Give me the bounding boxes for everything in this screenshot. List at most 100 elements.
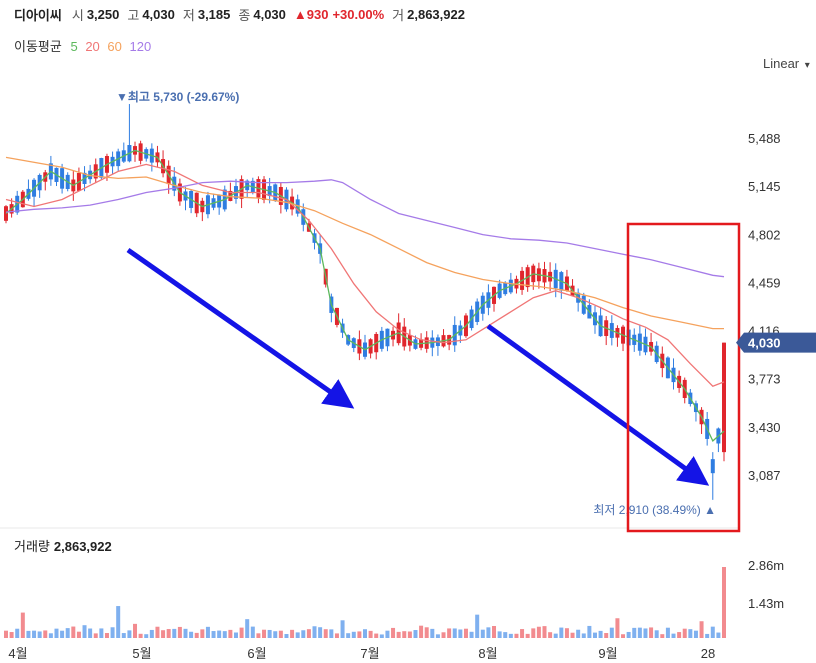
volume-bar (133, 623, 138, 638)
volume-bar (430, 628, 435, 638)
ma-60-label[interactable]: 60 (107, 39, 122, 54)
volume-bar (441, 632, 446, 638)
volume-bar (716, 632, 721, 638)
volume-bar (144, 634, 149, 638)
open-label: 시 (71, 7, 84, 23)
x-tick-label: 5월 (132, 646, 151, 661)
volume-bar (60, 630, 65, 638)
volume-bar (581, 633, 586, 638)
volume-bar (267, 629, 272, 638)
y-tick-label: 4,459 (748, 275, 781, 290)
close-value: 4,030 (253, 6, 286, 22)
x-tick-label: 9월 (598, 646, 617, 661)
highlight-box (626, 222, 741, 533)
volume-bar (564, 628, 569, 638)
volume-bar (391, 627, 396, 638)
volume-bar (99, 628, 104, 638)
volume-bar (290, 629, 295, 638)
volume-tick-label: 1.43m (748, 596, 784, 611)
volume-bar (93, 633, 98, 638)
ma-legend-title: 이동평균 (14, 39, 62, 54)
volume-bar (536, 626, 541, 638)
volume-bar (323, 629, 328, 638)
volume-bar (626, 631, 631, 638)
y-tick-label: 5,145 (748, 179, 781, 194)
volume-bar (217, 630, 222, 638)
volume-bar (463, 628, 468, 638)
x-tick-label: 7월 (360, 646, 379, 661)
scale-label: Linear (763, 56, 800, 71)
volume-bar (334, 633, 339, 638)
ma-line-20 (5, 163, 725, 387)
volume-bar (306, 629, 311, 638)
volume-bar (637, 627, 642, 638)
volume-bar (346, 633, 351, 638)
volume-bar (514, 633, 519, 638)
volume-bar (172, 628, 177, 638)
volume-bar (20, 612, 25, 638)
volume-bars (4, 567, 726, 638)
volume-bar (396, 631, 401, 638)
volume-bar (604, 633, 609, 638)
open-value: 3,250 (86, 6, 120, 22)
x-axis-labels: 4월 5월 6월 7월 8월 9월 28 (8, 646, 715, 661)
volume-bar (576, 629, 581, 638)
volume-bar (615, 618, 620, 638)
volume-bar (475, 614, 480, 638)
high-value: 4,030 (142, 6, 175, 22)
volume-bar (54, 628, 59, 638)
volume-tick-label: 2.86m (748, 558, 784, 573)
candle-body (710, 459, 715, 474)
volume-bar (559, 627, 564, 638)
moving-averages (5, 149, 725, 442)
ma-5-label[interactable]: 5 (70, 39, 78, 54)
volume-bar (183, 628, 188, 638)
current-price-tag: 4,030 (736, 332, 816, 353)
volume-bar (649, 627, 654, 638)
volume-bar (525, 633, 530, 638)
volume-bar (76, 631, 81, 638)
stock-header: 디아이씨 시 3,250 고 4,030 저 3,185 종 4,030 ▲93… (14, 4, 473, 24)
chevron-down-icon: ▾ (804, 60, 810, 71)
volume-bar (357, 631, 362, 638)
volume-bar (486, 627, 491, 638)
volume-bar (245, 619, 250, 638)
volume-bar (413, 630, 418, 638)
volume-bar (189, 631, 194, 638)
volume-bar (340, 620, 345, 638)
y-tick-label: 3,773 (748, 372, 781, 387)
scale-selector[interactable]: Linear ▾ (763, 56, 810, 71)
volume-bar (301, 630, 306, 638)
ma-legend: 이동평균 5 20 60 120 (14, 36, 156, 55)
volume-bar (222, 631, 227, 638)
volume-bar (587, 625, 592, 638)
volume-bar (71, 626, 76, 638)
volume-panel-value: 2,863,922 (53, 539, 112, 554)
volume-bar (278, 630, 283, 638)
volume-bar (233, 632, 238, 638)
volume-bar (262, 629, 267, 638)
volume-bar (9, 632, 14, 638)
volume-bar (379, 634, 384, 638)
ma-120-label[interactable]: 120 (129, 39, 152, 54)
x-tick-label: 28 (701, 646, 715, 661)
close-label: 종 (238, 7, 251, 23)
y-tick-label: 4,802 (748, 227, 781, 242)
volume-bar (402, 631, 407, 638)
volume-bar (43, 630, 48, 638)
volume-bar (598, 630, 603, 638)
volume-bar (256, 633, 261, 638)
volume-bar (469, 631, 474, 638)
volume-bar (671, 633, 676, 638)
annotations (126, 222, 741, 533)
y-tick-label: 3,430 (748, 420, 781, 435)
high-label: 고 (127, 7, 140, 23)
volume-bar (127, 630, 132, 638)
volume-bar (48, 633, 53, 638)
candle-body (722, 342, 726, 453)
volume-bar (177, 626, 182, 638)
low-value: 3,185 (197, 6, 231, 22)
ma-20-label[interactable]: 20 (85, 39, 100, 54)
